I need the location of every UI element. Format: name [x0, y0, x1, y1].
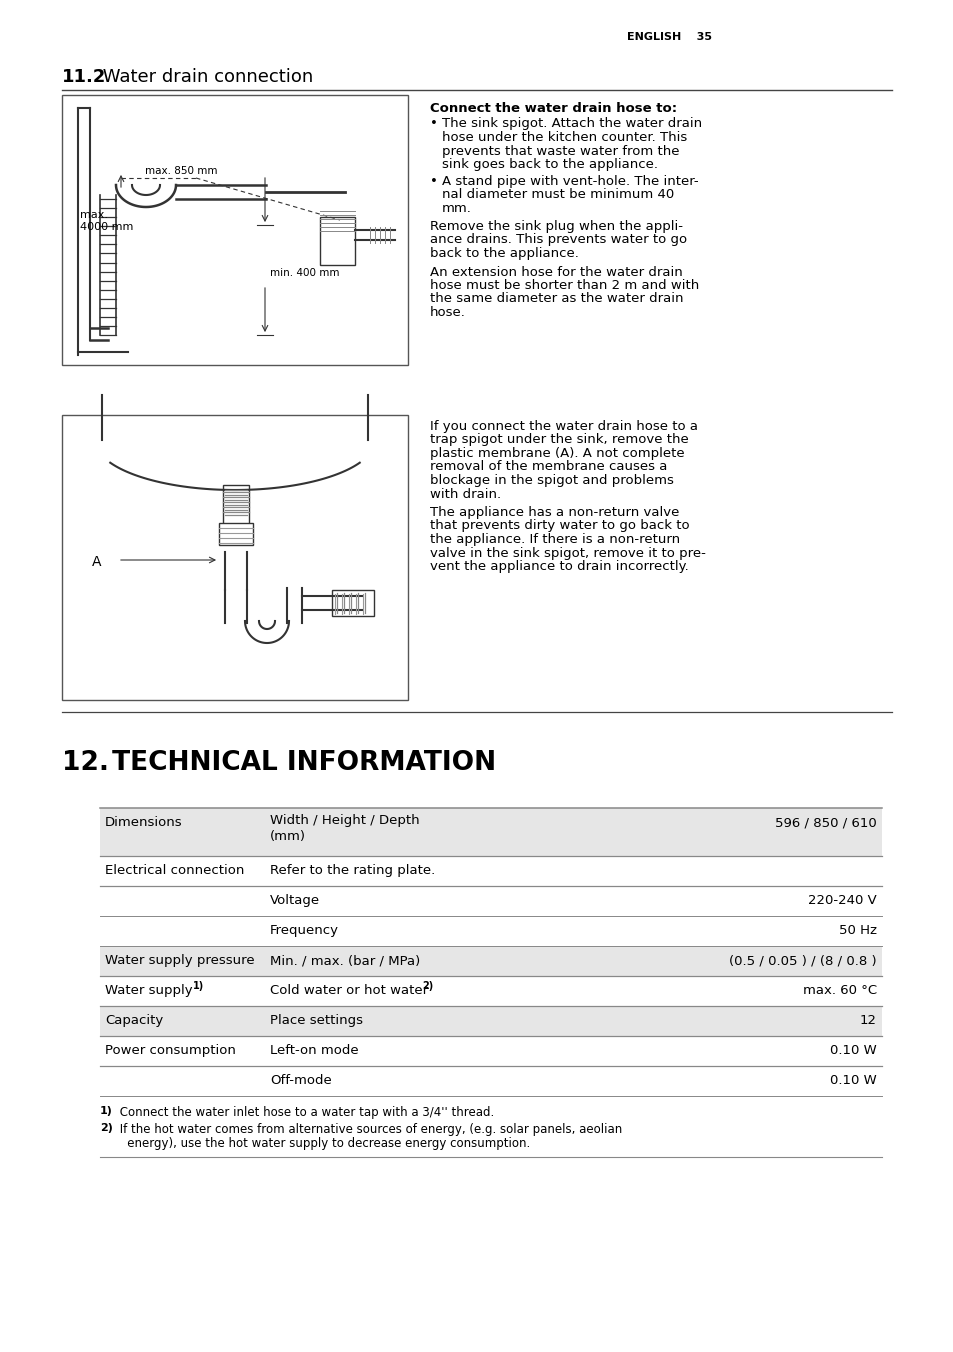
Text: Voltage: Voltage [270, 894, 320, 907]
Text: prevents that waste water from the: prevents that waste water from the [441, 145, 679, 157]
Text: An extension hose for the water drain: An extension hose for the water drain [430, 265, 682, 279]
Text: 0.10 W: 0.10 W [829, 1044, 876, 1057]
Text: hose.: hose. [430, 306, 465, 319]
Text: (0.5 / 0.05 ) / (8 / 0.8 ): (0.5 / 0.05 ) / (8 / 0.8 ) [729, 955, 876, 967]
Text: 12.: 12. [62, 750, 109, 776]
Bar [62, 415, 408, 700]
Text: plastic membrane (A). A not complete: plastic membrane (A). A not complete [430, 448, 684, 460]
Text: min. 400 mm: min. 400 mm [270, 268, 339, 279]
Bar [332, 589, 374, 617]
Text: ENGLISH    35: ENGLISH 35 [626, 32, 711, 42]
Text: max. 850 mm: max. 850 mm [145, 166, 217, 176]
Text: If you connect the water drain hose to a: If you connect the water drain hose to a [430, 420, 698, 433]
Text: Connect the water drain hose to:: Connect the water drain hose to: [430, 101, 677, 115]
Text: 2): 2) [421, 982, 433, 991]
Text: The appliance has a non-return valve: The appliance has a non-return valve [430, 506, 679, 519]
Text: the same diameter as the water drain: the same diameter as the water drain [430, 292, 682, 306]
Text: 11.2: 11.2 [62, 68, 107, 87]
Text: with drain.: with drain. [430, 488, 500, 500]
Text: Place settings: Place settings [270, 1014, 363, 1028]
Text: Frequency: Frequency [270, 923, 338, 937]
Text: sink goes back to the appliance.: sink goes back to the appliance. [441, 158, 658, 170]
Text: Electrical connection: Electrical connection [105, 864, 244, 877]
Text: •: • [430, 118, 437, 131]
Text: Off-mode: Off-mode [270, 1073, 332, 1087]
Text: 596 / 850 / 610: 596 / 850 / 610 [775, 817, 876, 829]
Text: that prevents dirty water to go back to: that prevents dirty water to go back to [430, 519, 689, 533]
Text: Min. / max. (bar / MPa): Min. / max. (bar / MPa) [270, 955, 420, 967]
Text: hose must be shorter than 2 m and with: hose must be shorter than 2 m and with [430, 279, 699, 292]
Text: 1): 1) [100, 1106, 112, 1115]
Text: Left-on mode: Left-on mode [270, 1044, 358, 1057]
Text: Dimensions: Dimensions [105, 817, 182, 829]
Text: removal of the membrane causes a: removal of the membrane causes a [430, 461, 667, 473]
Text: 12: 12 [859, 1014, 876, 1028]
Text: TECHNICAL INFORMATION: TECHNICAL INFORMATION [103, 750, 496, 776]
Text: 220-240 V: 220-240 V [807, 894, 876, 907]
Bar [100, 946, 882, 976]
Text: the appliance. If there is a non-return: the appliance. If there is a non-return [430, 533, 679, 546]
Text: Capacity: Capacity [105, 1014, 163, 1028]
Text: Width / Height / Depth: Width / Height / Depth [270, 814, 419, 827]
Text: Connect the water inlet hose to a water tap with a 3/4'' thread.: Connect the water inlet hose to a water … [116, 1106, 494, 1119]
Text: blockage in the spigot and problems: blockage in the spigot and problems [430, 475, 673, 487]
Text: Water supply: Water supply [105, 984, 196, 996]
Text: Water drain connection: Water drain connection [97, 68, 313, 87]
Text: back to the appliance.: back to the appliance. [430, 247, 578, 260]
Text: Cold water or hot water: Cold water or hot water [270, 984, 428, 996]
Text: Refer to the rating plate.: Refer to the rating plate. [270, 864, 435, 877]
Text: mm.: mm. [441, 201, 472, 215]
Text: 2): 2) [100, 1124, 112, 1133]
Bar [223, 485, 249, 525]
Text: vent the appliance to drain incorrectly.: vent the appliance to drain incorrectly. [430, 560, 688, 573]
Bar [100, 808, 882, 856]
Text: If the hot water comes from alternative sources of energy, (e.g. solar panels, a: If the hot water comes from alternative … [116, 1124, 621, 1136]
Text: The sink spigot. Attach the water drain: The sink spigot. Attach the water drain [441, 118, 701, 131]
Text: trap spigot under the sink, remove the: trap spigot under the sink, remove the [430, 434, 688, 446]
Text: energy), use the hot water supply to decrease energy consumption.: energy), use the hot water supply to dec… [116, 1137, 530, 1151]
Text: Water supply pressure: Water supply pressure [105, 955, 254, 967]
Text: hose under the kitchen counter. This: hose under the kitchen counter. This [441, 131, 686, 145]
Text: 50 Hz: 50 Hz [838, 923, 876, 937]
Text: valve in the sink spigot, remove it to pre-: valve in the sink spigot, remove it to p… [430, 546, 705, 560]
Text: ance drains. This prevents water to go: ance drains. This prevents water to go [430, 234, 686, 246]
Text: 1): 1) [193, 982, 204, 991]
Bar [319, 218, 355, 265]
Text: Remove the sink plug when the appli-: Remove the sink plug when the appli- [430, 220, 682, 233]
Text: A: A [91, 556, 101, 569]
Text: max. 60 °C: max. 60 °C [802, 984, 876, 996]
Bar [100, 1006, 882, 1036]
Bar [62, 95, 408, 365]
Text: nal diameter must be minimum 40: nal diameter must be minimum 40 [441, 188, 674, 201]
Text: (mm): (mm) [270, 830, 306, 844]
Text: Power consumption: Power consumption [105, 1044, 235, 1057]
Text: 0.10 W: 0.10 W [829, 1073, 876, 1087]
Text: •: • [430, 174, 437, 188]
Text: A stand pipe with vent-hole. The inter-: A stand pipe with vent-hole. The inter- [441, 174, 698, 188]
Text: max.
4000 mm: max. 4000 mm [80, 210, 133, 231]
Bar [219, 523, 253, 545]
